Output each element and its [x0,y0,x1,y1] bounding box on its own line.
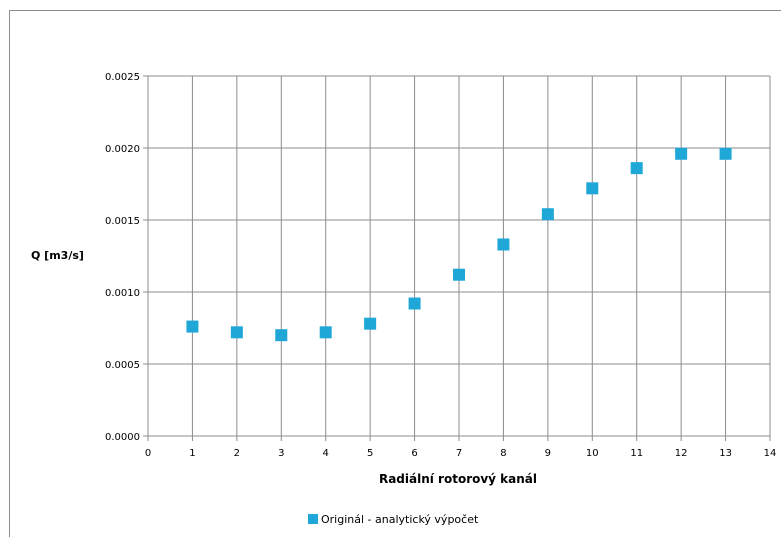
data-point [186,320,199,333]
x-tick-label: 4 [323,448,329,459]
legend: Originál - analytický výpočet [308,513,479,526]
x-tick-label: 7 [456,448,462,459]
data-point [230,326,243,339]
x-axis-label: Radiální rotorový kanál [379,472,537,486]
data-point [630,162,643,175]
data-point [675,147,688,160]
x-tick-label: 9 [545,448,551,459]
y-tick-label: 0.0010 [105,288,140,299]
data-points [186,147,732,342]
grid-lines [148,75,771,436]
x-tick-label: 3 [278,448,284,459]
x-tick-label: 0 [145,448,151,459]
data-point [719,147,732,160]
x-tick-label: 11 [630,448,643,459]
y-axis-label: Q [m3/s] [31,249,84,262]
x-tick-label: 12 [675,448,688,459]
data-point [408,297,421,310]
x-tick-label: 2 [234,448,240,459]
y-tick-label: 0.0015 [105,216,140,227]
data-point [586,182,599,195]
chart-frame [9,10,781,537]
data-point [275,329,288,342]
data-point [319,326,332,339]
data-point [453,268,465,281]
legend-swatch [308,514,318,524]
y-tick-label: 0.0000 [105,432,140,443]
x-tick-label: 1 [189,448,195,459]
y-tick-label: 0.0005 [105,360,140,371]
x-tick-label: 10 [586,448,599,459]
y-tick-label: 0.0020 [105,144,140,155]
data-point [541,208,554,221]
axes [143,75,771,441]
x-tick-label: 8 [500,448,506,459]
x-tick-label: 6 [411,448,417,459]
y-tick-label: 0.0025 [105,72,140,83]
x-tick-label: 14 [764,448,777,459]
x-tick-label: 5 [367,448,373,459]
legend-label: Originál - analytický výpočet [321,513,479,526]
x-tick-label: 13 [719,448,732,459]
data-point [364,317,377,330]
data-point [497,238,510,251]
